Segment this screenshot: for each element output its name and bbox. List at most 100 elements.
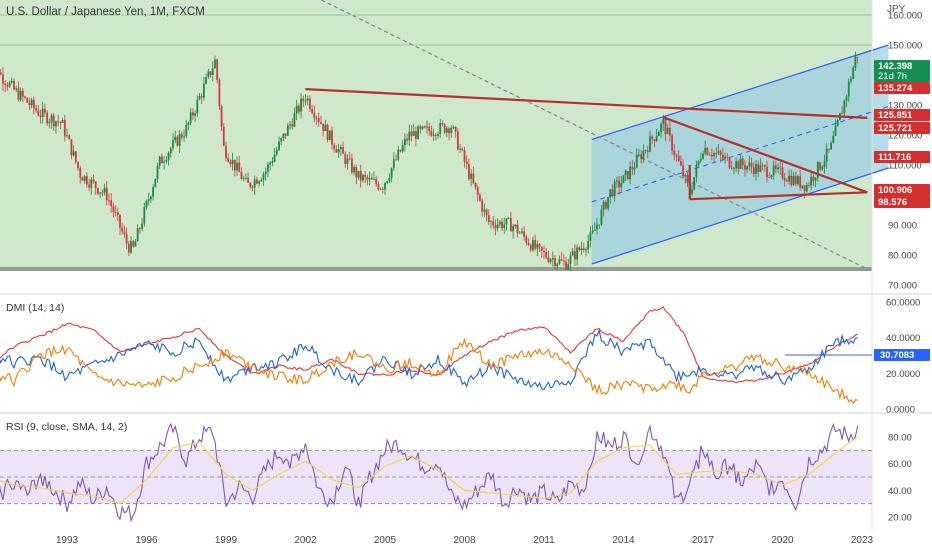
candle-body [739, 158, 742, 169]
candle-body [843, 100, 846, 114]
time-tick-label: 2002 [294, 535, 317, 546]
candle-body [737, 161, 740, 169]
candle-body [437, 133, 439, 136]
price-label-box [874, 122, 930, 134]
time-tick-label: 2017 [692, 535, 715, 546]
candle-body [346, 158, 349, 164]
candle-body [81, 177, 84, 181]
rsi-tick-label: 80.00 [888, 433, 912, 444]
candle-body [567, 264, 570, 270]
candle-body [465, 161, 468, 165]
candle-body [461, 148, 464, 151]
candle-body [598, 224, 601, 226]
candle-body [377, 184, 380, 190]
candle-body [282, 133, 285, 139]
candle-body [125, 234, 128, 244]
candle-body [15, 88, 18, 90]
candle-body [337, 149, 340, 153]
candle-body [830, 142, 832, 150]
candle-body [322, 123, 325, 131]
candle-body [13, 80, 15, 90]
candle-body [744, 165, 746, 170]
candle-body [662, 118, 665, 124]
candle-body [242, 178, 245, 180]
candle-body [845, 96, 848, 101]
candle-body [381, 188, 384, 190]
candle-body [827, 148, 830, 150]
candle-body [684, 174, 687, 177]
rsi-lines [0, 422, 859, 523]
candle-body [682, 165, 685, 177]
candle-body [379, 188, 382, 190]
dmi-line-di [0, 328, 858, 391]
candle-body [695, 165, 698, 178]
price-label-box [874, 109, 930, 121]
candle-body [421, 126, 424, 129]
candles-group [0, 51, 859, 272]
candle-body [108, 200, 110, 201]
price-tick-label: 120.000 [888, 131, 922, 142]
channel-median [591, 106, 889, 203]
candle-body [554, 258, 556, 267]
candle-body [132, 241, 135, 247]
candle-body [286, 125, 289, 136]
candle-body [419, 126, 422, 129]
candle-body [24, 96, 26, 98]
candle-body [37, 110, 40, 116]
candle-body [691, 189, 693, 194]
price-label-value: 125.851 [878, 110, 913, 121]
candle-body [326, 124, 329, 141]
candle-body [392, 159, 395, 169]
candle-body [191, 112, 194, 116]
candle-body [644, 150, 647, 151]
time-tick-label: 2011 [533, 535, 555, 546]
candle-body [262, 173, 265, 180]
candle-body [600, 209, 603, 225]
candle-body [788, 175, 791, 182]
candle-body [779, 167, 782, 169]
candle-body [300, 98, 302, 112]
candle-body [152, 187, 155, 197]
dmi-tick-label: 60.0000 [886, 298, 920, 309]
candle-body [74, 151, 77, 162]
price-label-value: 111.716 [878, 152, 911, 163]
candle-body [94, 181, 97, 189]
candle-body [408, 131, 411, 141]
candle-body [521, 231, 523, 233]
dmi-lines [0, 306, 858, 405]
candle-body [136, 228, 139, 242]
candle-body [781, 167, 784, 179]
candle-body [673, 150, 676, 155]
candle-body [163, 161, 166, 163]
candle-body [509, 218, 512, 232]
candle-body [231, 159, 234, 165]
price-label-box [874, 196, 930, 208]
candle-body [174, 136, 177, 141]
candle-body [560, 259, 563, 261]
candle-body [812, 176, 815, 181]
candle-body [216, 59, 219, 80]
candle-body [41, 108, 44, 118]
candle-body [620, 182, 623, 188]
candle-body [240, 172, 243, 180]
candle-body [156, 165, 159, 179]
candle-body [415, 131, 417, 139]
candle-body [46, 112, 49, 124]
rsi-title: RSI (9, close, SMA, 14, 2) [6, 421, 127, 433]
candle-body [523, 231, 526, 237]
candle-body [538, 244, 541, 247]
candle-body [169, 148, 172, 154]
candle-body [410, 131, 413, 136]
candle-body [430, 131, 433, 136]
dmi-line-di [0, 337, 858, 405]
candle-body [114, 212, 117, 213]
candle-body [52, 115, 55, 127]
rsi-tick-label: 40.00 [888, 486, 912, 497]
candle-body [68, 135, 71, 140]
candle-body [755, 163, 757, 175]
price-tick-label: 70.000 [888, 281, 917, 292]
candle-body [8, 82, 11, 87]
candle-body [256, 179, 258, 184]
candle-body [116, 212, 119, 215]
candle-body [728, 157, 731, 168]
